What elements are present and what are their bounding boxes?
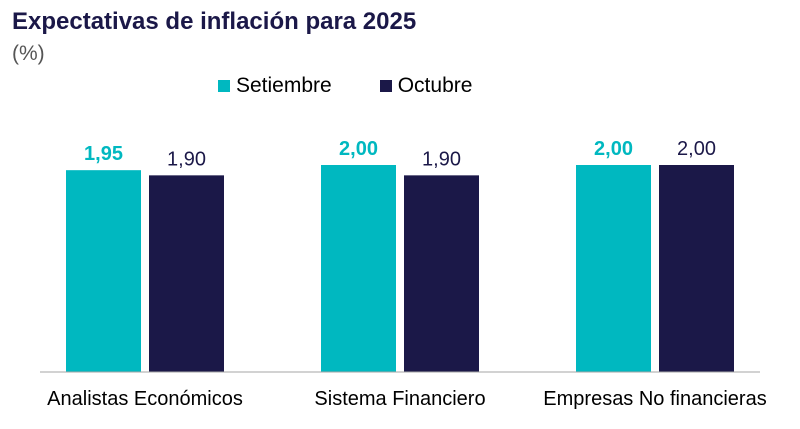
bar-setiembre-2 xyxy=(321,165,396,372)
category-label-1: Analistas Económicos xyxy=(47,388,243,410)
legend-item-setiembre: Setiembre xyxy=(218,74,332,98)
category-label-2: Sistema Financiero xyxy=(314,388,485,410)
bar-setiembre-1 xyxy=(66,170,141,372)
value-label-setiembre-3: 2,00 xyxy=(594,138,633,160)
legend-swatch-octubre xyxy=(379,80,392,92)
chart-subtitle: (%) xyxy=(12,42,45,65)
value-label-octubre-2: 1,90 xyxy=(422,148,461,170)
bar-octubre-3 xyxy=(659,165,734,372)
legend-swatch-setiembre xyxy=(218,80,230,92)
value-label-octubre-1: 1,90 xyxy=(167,148,206,170)
bar-setiembre-3 xyxy=(576,165,651,372)
value-label-octubre-3: 2,00 xyxy=(677,138,716,160)
legend-item-octubre: Octubre xyxy=(379,74,473,98)
bar-octubre-2 xyxy=(404,175,479,372)
category-label-3: Empresas No financieras xyxy=(543,388,766,410)
value-label-setiembre-2: 2,00 xyxy=(339,138,378,160)
bar-octubre-1 xyxy=(149,175,224,372)
value-label-setiembre-1: 1,95 xyxy=(84,143,123,165)
chart-legend: Setiembre Octubre xyxy=(218,74,520,98)
chart-title: Expectativas de inflación para 2025 xyxy=(12,8,417,35)
legend-label-setiembre: Setiembre xyxy=(236,74,332,97)
legend-label-octubre: Octubre xyxy=(397,74,473,97)
